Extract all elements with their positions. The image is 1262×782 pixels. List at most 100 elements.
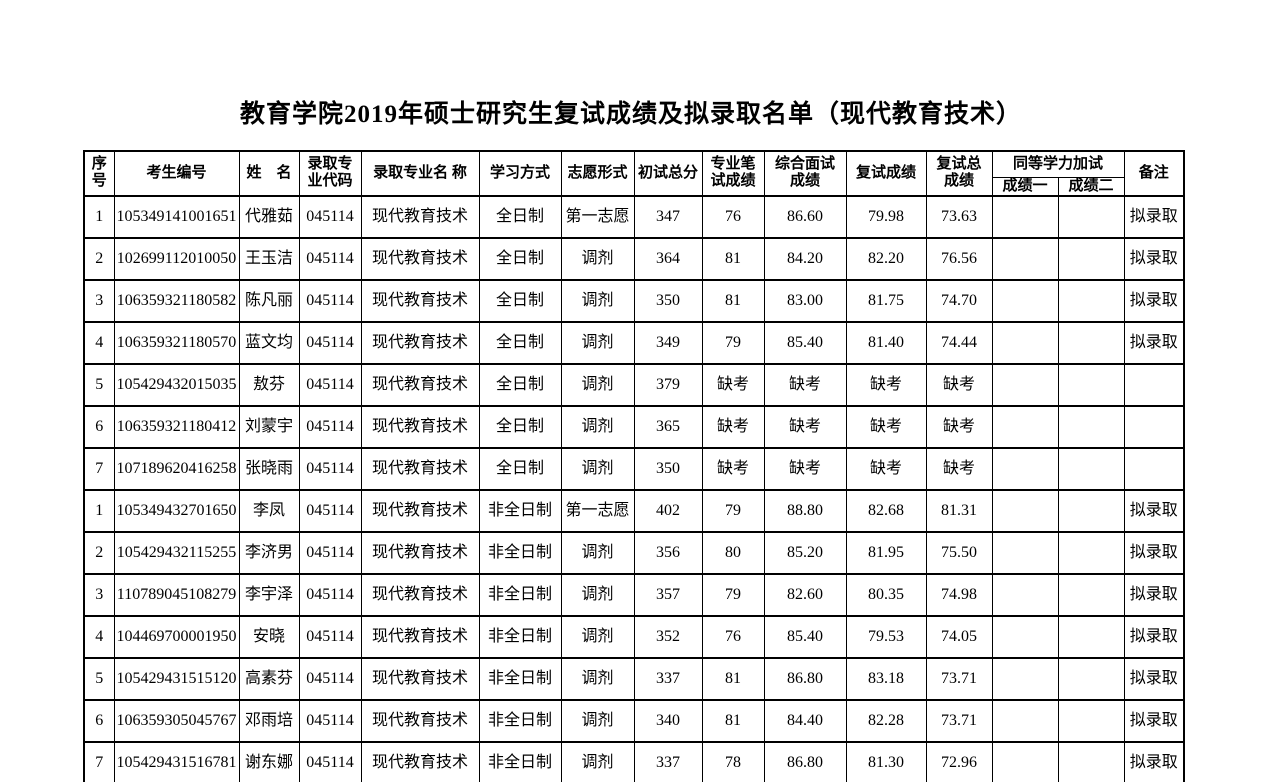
- cell: 105429431516781: [113, 740, 240, 782]
- cell: 79: [701, 320, 765, 365]
- cell: 2: [83, 530, 115, 575]
- cell: 7: [83, 740, 115, 782]
- cell: 402: [633, 488, 703, 533]
- table-row: 6 106359321180412 刘蒙宇 045114 现代教育技术 全日制 调剂 365 缺…: [83, 404, 1185, 449]
- table-row: 3 110789045108279 李宇泽 045114 现代教育技术 非全日制 调剂 357…: [83, 572, 1185, 617]
- col-header-score2: 成绩二: [1057, 176, 1125, 197]
- cell: 现代教育技术: [360, 236, 480, 281]
- cell: 045114: [298, 572, 362, 617]
- cell: 缺考: [763, 404, 847, 449]
- cell: 74.44: [925, 320, 993, 365]
- cell: 张晓雨: [238, 446, 300, 491]
- cell: 74.98: [925, 572, 993, 617]
- cell: 非全日制: [478, 488, 562, 533]
- table-row: 2 102699112010050 王玉洁 045114 现代教育技术 全日制 调剂 364 8…: [83, 236, 1185, 281]
- cell: 4: [83, 614, 115, 659]
- cell: 调剂: [560, 614, 635, 659]
- cell: 3: [83, 572, 115, 617]
- cell: 代雅茹: [238, 194, 300, 239]
- cell: 79.98: [845, 194, 927, 239]
- col-header-equivalency-group: 同等学力加试: [991, 150, 1125, 178]
- cell: 第一志愿: [560, 488, 635, 533]
- cell: 拟录取: [1123, 278, 1185, 323]
- col-header-initial-total: 初试总分: [633, 150, 703, 197]
- cell: 缺考: [925, 446, 993, 491]
- cell: 85.20: [763, 530, 847, 575]
- cell: [1057, 446, 1125, 491]
- cell: 3: [83, 278, 115, 323]
- cell: [991, 278, 1059, 323]
- cell: 84.20: [763, 236, 847, 281]
- cell: 拟录取: [1123, 656, 1185, 701]
- cell: 拟录取: [1123, 320, 1185, 365]
- cell: 李宇泽: [238, 572, 300, 617]
- cell: 81: [701, 698, 765, 743]
- cell: 80.35: [845, 572, 927, 617]
- col-header-candidate-no: 考生编号: [113, 150, 240, 197]
- cell: 5: [83, 362, 115, 407]
- col-header-major-name: 录取专业名 称: [360, 150, 480, 197]
- cell: [1057, 362, 1125, 407]
- cell: 105429432015035: [113, 362, 240, 407]
- col-header-written-score: 专业笔 试成绩: [701, 150, 765, 197]
- cell: 82.60: [763, 572, 847, 617]
- cell: 5: [83, 656, 115, 701]
- cell: [991, 236, 1059, 281]
- table-header: 序号 考生编号 姓 名 录取专 业代码 录取专业名 称 学习方式 志愿形式 初试…: [83, 150, 1185, 197]
- cell: 缺考: [925, 404, 993, 449]
- cell: 2: [83, 236, 115, 281]
- cell: 调剂: [560, 404, 635, 449]
- cell: 357: [633, 572, 703, 617]
- table-row: 7 107189620416258 张晓雨 045114 现代教育技术 全日制 调剂 350 缺…: [83, 446, 1185, 491]
- cell: 340: [633, 698, 703, 743]
- cell: 045114: [298, 656, 362, 701]
- table-row: 3 106359321180582 陈凡丽 045114 现代教育技术 全日制 调剂 350 8…: [83, 278, 1185, 323]
- cell: [1057, 740, 1125, 782]
- admission-score-table: 序号 考生编号 姓 名 录取专 业代码 录取专业名 称 学习方式 志愿形式 初试…: [83, 150, 1186, 782]
- cell: [1123, 446, 1185, 491]
- cell: 78: [701, 740, 765, 782]
- cell: [1057, 530, 1125, 575]
- cell: 72.96: [925, 740, 993, 782]
- cell: 调剂: [560, 740, 635, 782]
- cell: [991, 530, 1059, 575]
- cell: [1123, 362, 1185, 407]
- cell: [1057, 194, 1125, 239]
- col-header-study-mode: 学习方式: [478, 150, 562, 197]
- table-row: 4 104469700001950 安晓 045114 现代教育技术 非全日制 调剂 352 7…: [83, 614, 1185, 659]
- cell: [1057, 278, 1125, 323]
- cell: 全日制: [478, 278, 562, 323]
- table-body: 1 105349141001651 代雅茹 045114 现代教育技术 全日制 第一志愿 34…: [83, 194, 1185, 782]
- col-header-preference: 志愿形式: [560, 150, 635, 197]
- cell: 现代教育技术: [360, 698, 480, 743]
- cell: 74.05: [925, 614, 993, 659]
- cell: 337: [633, 740, 703, 782]
- cell: 蓝文均: [238, 320, 300, 365]
- cell: 现代教育技术: [360, 740, 480, 782]
- cell: 379: [633, 362, 703, 407]
- cell: [991, 404, 1059, 449]
- cell: 045114: [298, 740, 362, 782]
- cell: 非全日制: [478, 614, 562, 659]
- cell: 拟录取: [1123, 614, 1185, 659]
- cell: 调剂: [560, 278, 635, 323]
- cell: 全日制: [478, 320, 562, 365]
- cell: 缺考: [845, 404, 927, 449]
- table-row: 1 105349432701650 李凤 045114 现代教育技术 非全日制 第一志愿 40…: [83, 488, 1185, 533]
- table-row: 7 105429431516781 谢东娜 045114 现代教育技术 非全日制 调剂 337…: [83, 740, 1185, 782]
- cell: 拟录取: [1123, 572, 1185, 617]
- cell: 现代教育技术: [360, 572, 480, 617]
- cell: 82.20: [845, 236, 927, 281]
- page-title: 教育学院2019年硕士研究生复试成绩及拟录取名单（现代教育技术）: [239, 101, 1022, 128]
- cell: 拟录取: [1123, 194, 1185, 239]
- col-header-interview-score: 综合面试 成绩: [763, 150, 847, 197]
- cell: 现代教育技术: [360, 488, 480, 533]
- cell: 全日制: [478, 362, 562, 407]
- cell: [991, 320, 1059, 365]
- cell: 73.71: [925, 656, 993, 701]
- cell: 79.53: [845, 614, 927, 659]
- table-row: 1 105349141001651 代雅茹 045114 现代教育技术 全日制 第一志愿 34…: [83, 194, 1185, 239]
- cell: 76: [701, 614, 765, 659]
- cell: 356: [633, 530, 703, 575]
- cell: 81: [701, 278, 765, 323]
